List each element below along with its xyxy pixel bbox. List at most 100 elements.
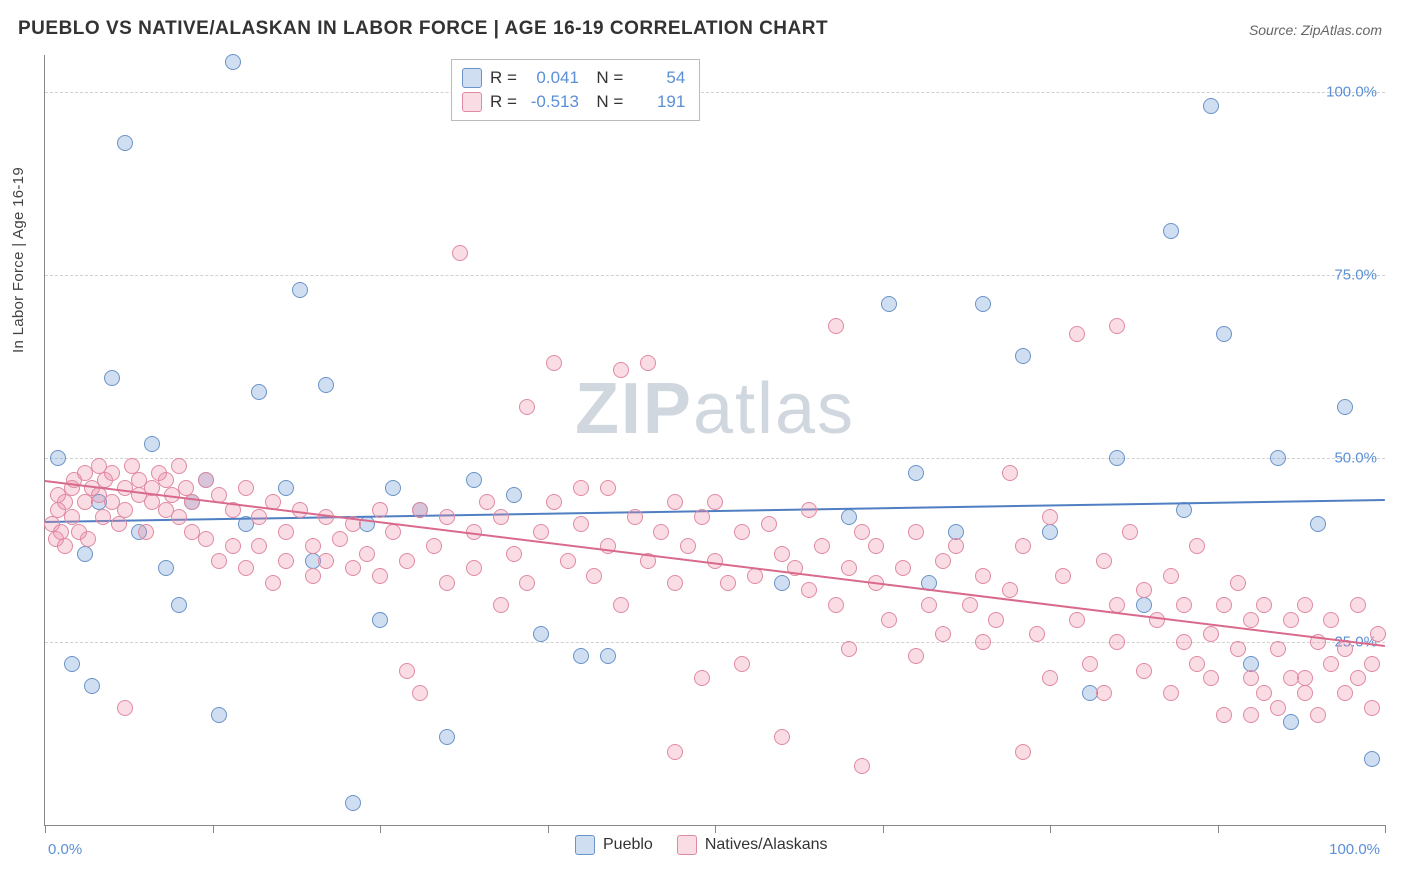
scatter-point — [975, 634, 991, 650]
scatter-point — [895, 560, 911, 576]
x-tick — [213, 825, 214, 833]
scatter-point — [814, 538, 830, 554]
scatter-point — [452, 245, 468, 261]
scatter-point — [1042, 524, 1058, 540]
scatter-point — [948, 538, 964, 554]
scatter-point — [828, 597, 844, 613]
scatter-point — [211, 707, 227, 723]
scatter-point — [359, 546, 375, 562]
scatter-point — [667, 744, 683, 760]
scatter-point — [372, 568, 388, 584]
x-tick — [715, 825, 716, 833]
scatter-point — [881, 296, 897, 312]
x-axis-start-label: 0.0% — [48, 841, 82, 858]
scatter-point — [801, 502, 817, 518]
scatter-point — [828, 318, 844, 334]
scatter-point — [707, 494, 723, 510]
scatter-point — [493, 509, 509, 525]
scatter-point — [1203, 98, 1219, 114]
stats-r-value: -0.513 — [525, 92, 579, 112]
scatter-point — [1176, 634, 1192, 650]
scatter-point — [57, 538, 73, 554]
scatter-point — [171, 597, 187, 613]
scatter-point — [694, 670, 710, 686]
scatter-point — [841, 560, 857, 576]
scatter-point — [774, 546, 790, 562]
scatter-point — [586, 568, 602, 584]
scatter-point — [117, 700, 133, 716]
scatter-point — [975, 568, 991, 584]
scatter-point — [694, 509, 710, 525]
scatter-point — [225, 538, 241, 554]
y-tick-label: 75.0% — [1334, 267, 1377, 284]
scatter-point — [1297, 597, 1313, 613]
scatter-point — [1216, 326, 1232, 342]
scatter-point — [908, 524, 924, 540]
scatter-point — [1096, 685, 1112, 701]
scatter-point — [1069, 326, 1085, 342]
scatter-point — [278, 480, 294, 496]
scatter-point — [77, 546, 93, 562]
x-tick — [1050, 825, 1051, 833]
stats-legend-row: R =0.041 N =54 — [462, 66, 685, 90]
scatter-point — [1230, 575, 1246, 591]
scatter-point — [158, 560, 174, 576]
scatter-point — [841, 641, 857, 657]
scatter-point — [868, 538, 884, 554]
scatter-point — [238, 560, 254, 576]
scatter-point — [211, 553, 227, 569]
scatter-point — [1122, 524, 1138, 540]
scatter-point — [613, 362, 629, 378]
gridline — [45, 458, 1385, 459]
scatter-point — [1015, 348, 1031, 364]
scatter-point — [640, 355, 656, 371]
scatter-point — [278, 524, 294, 540]
stats-r-label: R = — [490, 92, 517, 112]
scatter-point — [734, 656, 750, 672]
scatter-point — [1310, 707, 1326, 723]
scatter-point — [1015, 538, 1031, 554]
scatter-point — [1002, 465, 1018, 481]
watermark-bold: ZIP — [575, 369, 693, 449]
stats-n-value: 54 — [631, 68, 685, 88]
scatter-point — [1015, 744, 1031, 760]
scatter-point — [1136, 582, 1152, 598]
scatter-point — [519, 575, 535, 591]
scatter-point — [935, 553, 951, 569]
scatter-point — [1203, 626, 1219, 642]
x-tick — [548, 825, 549, 833]
legend-label: Natives/Alaskans — [705, 836, 828, 854]
scatter-point — [1163, 685, 1179, 701]
scatter-point — [117, 135, 133, 151]
scatter-point — [1337, 399, 1353, 415]
scatter-point — [1163, 568, 1179, 584]
scatter-point — [399, 663, 415, 679]
scatter-point — [372, 612, 388, 628]
scatter-point — [1270, 700, 1286, 716]
scatter-point — [908, 465, 924, 481]
x-tick — [45, 825, 46, 833]
scatter-point — [1002, 582, 1018, 598]
stats-n-label: N = — [587, 92, 623, 112]
legend-swatch — [462, 68, 482, 88]
scatter-point — [1216, 707, 1232, 723]
scatter-point — [53, 524, 69, 540]
scatter-point — [546, 355, 562, 371]
chart-title: PUEBLO VS NATIVE/ALASKAN IN LABOR FORCE … — [18, 18, 828, 40]
scatter-point — [546, 494, 562, 510]
scatter-point — [171, 458, 187, 474]
scatter-point — [801, 582, 817, 598]
scatter-point — [104, 370, 120, 386]
scatter-point — [1055, 568, 1071, 584]
gridline — [45, 92, 1385, 93]
legend-swatch — [677, 835, 697, 855]
scatter-point — [734, 524, 750, 540]
scatter-point — [50, 450, 66, 466]
scatter-point — [251, 538, 267, 554]
scatter-point — [1350, 670, 1366, 686]
scatter-point — [1297, 670, 1313, 686]
scatter-point — [1029, 626, 1045, 642]
scatter-point — [265, 575, 281, 591]
scatter-point — [80, 531, 96, 547]
scatter-point — [600, 480, 616, 496]
